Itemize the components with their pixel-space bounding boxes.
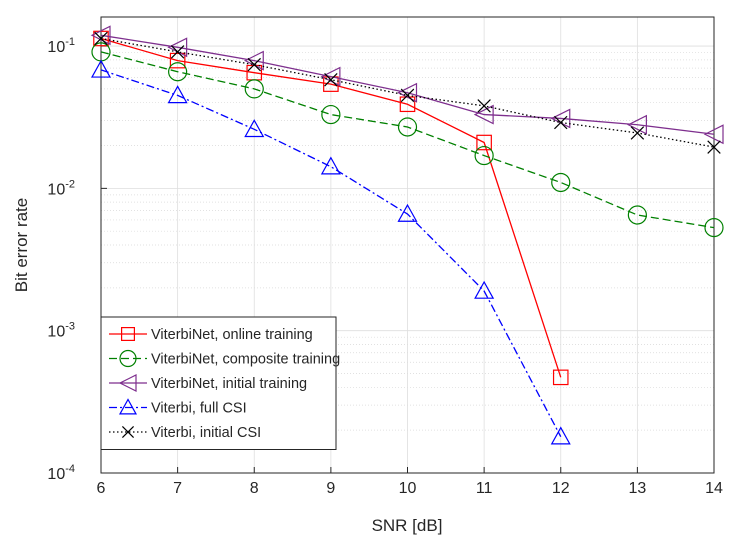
y-tick-exponent: -2 xyxy=(65,178,75,190)
legend-label: Viterbi, full CSI xyxy=(151,401,247,417)
marker xyxy=(320,156,341,175)
x-tick-label: 11 xyxy=(476,480,493,497)
marker xyxy=(244,119,265,138)
marker xyxy=(167,85,188,104)
y-tick-base: 10 xyxy=(47,324,65,341)
legend-label: Viterbi, initial CSI xyxy=(151,425,261,441)
x-tick-label: 7 xyxy=(173,480,182,497)
legend-label: ViterbiNet, initial training xyxy=(151,376,307,392)
y-tick-label: 10-3 xyxy=(47,321,75,341)
marker xyxy=(476,134,492,151)
x-tick-label: 6 xyxy=(97,480,106,497)
x-tick-label: 12 xyxy=(552,480,570,497)
marker xyxy=(118,374,137,392)
marker xyxy=(118,398,138,415)
marker xyxy=(321,104,341,125)
marker xyxy=(551,172,571,193)
y-axis-label: Bit error rate xyxy=(12,198,31,292)
series-line xyxy=(100,37,562,378)
marker xyxy=(627,114,647,135)
marker xyxy=(550,426,571,445)
y-tick-base: 10 xyxy=(47,39,65,56)
legend-label: ViterbiNet, composite training xyxy=(151,352,340,368)
marker xyxy=(120,327,135,342)
y-tick-exponent: -3 xyxy=(65,321,75,333)
series-line xyxy=(100,51,715,229)
marker xyxy=(121,425,135,439)
marker xyxy=(320,66,341,87)
y-tick-exponent: -4 xyxy=(65,463,75,475)
axes-frame xyxy=(100,16,715,474)
marker xyxy=(477,99,491,113)
marker xyxy=(474,145,494,166)
y-tick-exponent: -1 xyxy=(65,36,75,48)
marker xyxy=(90,25,111,46)
x-tick-label: 14 xyxy=(705,480,723,497)
legend-label: ViterbiNet, online training xyxy=(151,327,313,343)
x-tick-label: 8 xyxy=(250,480,259,497)
marker xyxy=(397,82,418,103)
y-tick-base: 10 xyxy=(47,466,65,483)
marker xyxy=(552,369,569,386)
marker xyxy=(627,205,647,225)
marker xyxy=(170,45,185,59)
y-tick-base: 10 xyxy=(47,181,65,198)
x-axis-label: SNR [dB] xyxy=(372,516,443,535)
marker xyxy=(247,57,261,72)
y-tick-label: 10-4 xyxy=(47,463,75,483)
marker xyxy=(244,79,264,99)
marker xyxy=(704,218,724,238)
marker xyxy=(397,203,418,222)
marker xyxy=(324,72,338,87)
marker xyxy=(397,117,418,137)
marker xyxy=(94,31,108,46)
y-tick-label: 10-1 xyxy=(47,36,75,56)
marker xyxy=(703,124,724,145)
marker xyxy=(474,280,495,299)
marker xyxy=(400,88,415,103)
y-tick-label: 10-2 xyxy=(47,178,75,198)
series-line xyxy=(100,34,715,135)
marker xyxy=(707,140,721,154)
series-line xyxy=(100,69,562,437)
x-tick-label: 13 xyxy=(628,480,646,497)
marker xyxy=(630,126,645,140)
marker xyxy=(169,52,186,69)
x-tick-label: 9 xyxy=(326,480,335,497)
marker xyxy=(554,115,568,130)
marker xyxy=(119,349,137,368)
marker xyxy=(473,104,494,125)
marker xyxy=(90,59,112,78)
marker xyxy=(168,62,188,82)
x-tick-label: 10 xyxy=(399,480,417,497)
